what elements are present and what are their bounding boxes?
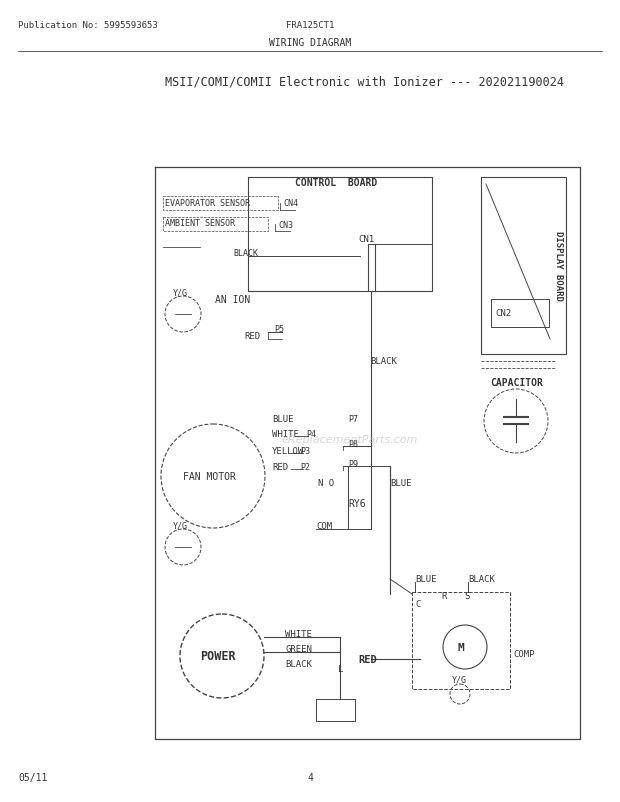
Text: eReplacementParts.com: eReplacementParts.com [282, 435, 418, 444]
Text: BLUE: BLUE [272, 415, 293, 424]
Text: 4: 4 [307, 772, 313, 782]
Text: BLACK: BLACK [370, 357, 397, 366]
Text: 05/11: 05/11 [18, 772, 47, 782]
Text: M: M [457, 642, 464, 652]
Text: FRA125CT1: FRA125CT1 [286, 22, 334, 30]
Text: BLACK: BLACK [285, 660, 312, 669]
Text: CONTROL  BOARD: CONTROL BOARD [295, 178, 377, 188]
Text: Y/G: Y/G [173, 288, 188, 297]
Text: P7: P7 [348, 415, 358, 424]
Text: BLUE: BLUE [415, 575, 436, 584]
Text: BLACK: BLACK [468, 575, 495, 584]
Text: C: C [415, 600, 420, 609]
Text: MSII/COMI/COMII Electronic with Ionizer --- 202021190024: MSII/COMI/COMII Electronic with Ionizer … [165, 75, 564, 88]
Text: FAN MOTOR: FAN MOTOR [183, 472, 236, 481]
Text: CN2: CN2 [495, 309, 511, 318]
Text: COM: COM [316, 522, 332, 531]
Text: WHITE: WHITE [285, 630, 312, 638]
Text: BLUE: BLUE [390, 479, 412, 488]
Text: GREEN: GREEN [285, 645, 312, 654]
Text: RED: RED [272, 463, 288, 472]
Text: Y/G: Y/G [173, 520, 188, 530]
Text: RY6: RY6 [348, 498, 366, 508]
Text: Publication No: 5995593653: Publication No: 5995593653 [18, 22, 157, 30]
Text: AMBIENT SENSOR: AMBIENT SENSOR [165, 219, 235, 229]
Text: N O: N O [318, 479, 334, 488]
Text: P9: P9 [348, 460, 358, 469]
Text: POWER: POWER [200, 650, 236, 662]
Text: YELLOW: YELLOW [272, 447, 304, 456]
Text: P5: P5 [274, 325, 284, 334]
Text: R: R [441, 592, 446, 601]
Text: AN ION: AN ION [215, 294, 250, 305]
Text: P3: P3 [300, 447, 310, 456]
Text: RED: RED [358, 654, 377, 664]
Text: DISPLAY BOARD: DISPLAY BOARD [554, 231, 562, 301]
Text: CN1: CN1 [358, 235, 374, 244]
Text: S: S [464, 592, 469, 601]
Text: P8: P8 [348, 440, 358, 449]
Text: WHITE: WHITE [272, 430, 299, 439]
Text: EVAPORATOR SENSOR: EVAPORATOR SENSOR [165, 198, 250, 207]
Text: Y/G: Y/G [452, 674, 467, 683]
Text: CAPACITOR: CAPACITOR [490, 378, 543, 387]
Text: L: L [338, 665, 343, 674]
Text: WIRING DIAGRAM: WIRING DIAGRAM [269, 38, 351, 48]
Text: P2: P2 [300, 463, 310, 472]
Text: CN4: CN4 [283, 199, 298, 209]
Text: BLACK: BLACK [233, 249, 258, 258]
Text: COMP: COMP [513, 650, 534, 658]
Text: P4: P4 [306, 430, 316, 439]
Text: CN3: CN3 [278, 221, 293, 229]
Text: RED: RED [244, 332, 260, 341]
